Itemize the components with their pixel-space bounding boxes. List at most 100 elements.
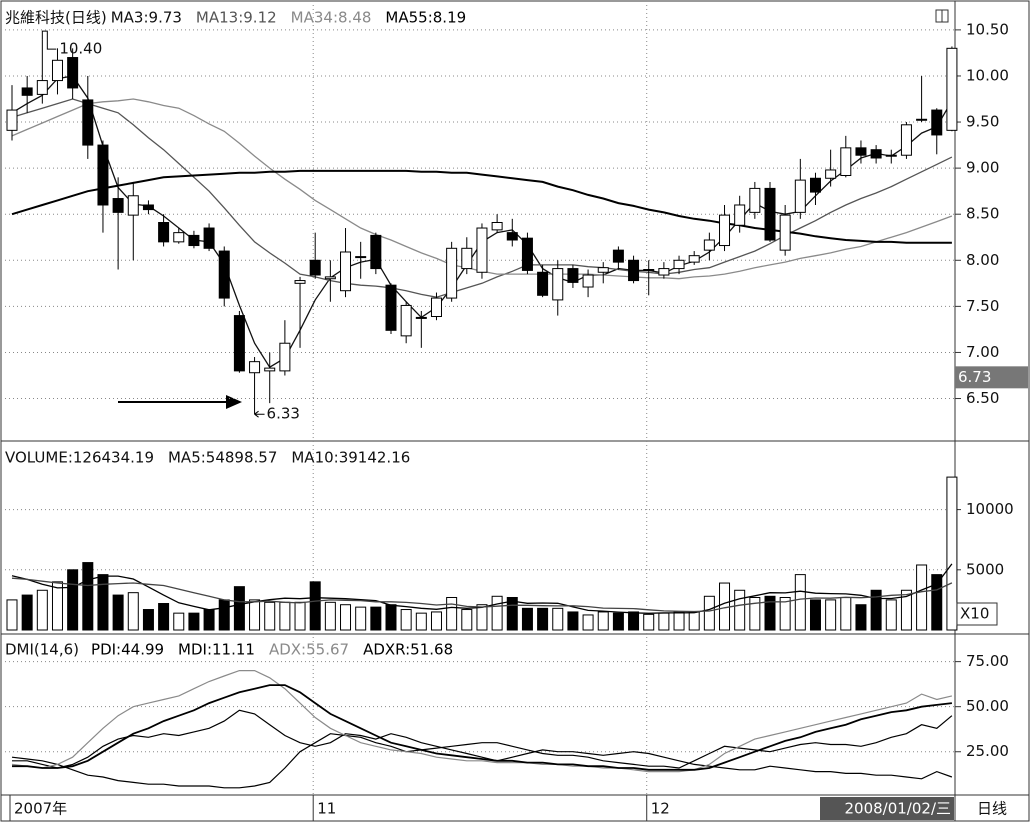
candle-body	[264, 367, 276, 372]
pointer-arrowhead	[226, 395, 242, 409]
volume-bar	[809, 599, 821, 631]
candle-body	[719, 214, 731, 247]
cursor-date-box	[820, 797, 954, 820]
legend-entry: MA55:8.19	[385, 9, 466, 27]
candle-body	[461, 247, 473, 270]
y-tick-label: 8.50	[966, 205, 999, 223]
price-marker-label: 6.73	[958, 368, 991, 386]
volume-bar	[400, 609, 412, 631]
volume-bar	[127, 592, 139, 631]
volume-bar	[264, 601, 276, 631]
y-tick-label: 7.50	[966, 297, 999, 315]
legend-entry: MDI:11.11	[178, 641, 255, 659]
candle-body	[628, 259, 640, 282]
indicator-line	[12, 684, 953, 771]
volume-bar	[870, 589, 882, 631]
volume-bar	[67, 569, 79, 631]
candle-body	[415, 316, 427, 319]
volume-bar	[749, 596, 761, 631]
volume-bar	[340, 604, 352, 631]
candle-body	[446, 247, 458, 299]
price-marker	[955, 366, 1028, 389]
volume-bar	[567, 611, 579, 631]
unit-label: X10	[960, 605, 989, 623]
volume-bar	[491, 595, 503, 631]
candle-body	[294, 280, 306, 284]
volume-bar	[51, 581, 63, 631]
volume-bar	[6, 599, 18, 631]
volume-bar	[370, 606, 382, 631]
volume-bar	[430, 611, 442, 631]
candle-body	[582, 274, 594, 288]
volume-bar	[294, 601, 306, 631]
volume-bar	[779, 596, 791, 631]
candle-body	[309, 259, 321, 276]
candle-body	[946, 47, 958, 131]
candle-body	[385, 284, 397, 331]
candle-body	[809, 177, 821, 193]
candle-body	[900, 124, 912, 156]
volume-bar	[521, 607, 533, 631]
volume-bar	[385, 604, 397, 631]
candle-body	[794, 179, 806, 213]
legend-entry: VOLUME:126434.19	[5, 449, 154, 467]
candle-body	[218, 250, 230, 299]
volume-bar	[203, 609, 215, 631]
candle-body	[188, 234, 200, 247]
candle-body	[400, 304, 412, 337]
candle-body	[749, 187, 761, 213]
volume-bar	[142, 609, 154, 631]
volume-bar	[249, 599, 261, 631]
candle-body	[67, 57, 79, 89]
volume-bar	[173, 612, 185, 631]
volume-bar	[734, 589, 746, 631]
volume-bar	[900, 589, 912, 631]
indicator-line	[11, 670, 953, 773]
ma-line	[11, 169, 952, 244]
candle-body	[36, 80, 48, 95]
candle-body	[249, 361, 261, 374]
candle-body	[142, 204, 154, 211]
candle-body	[21, 87, 33, 96]
volume-bar	[855, 604, 867, 631]
legend-entry: MA34:8.48	[291, 9, 372, 27]
volume-bar	[461, 609, 473, 631]
candle-body	[537, 271, 549, 296]
volume-bar	[916, 564, 928, 631]
legend-entry: MA3:9.73	[111, 9, 182, 27]
candle-body	[916, 118, 928, 121]
y-tick-label: 9.50	[966, 113, 999, 131]
candle-body	[734, 204, 746, 226]
candle-body	[6, 109, 18, 131]
candle-body	[476, 227, 488, 273]
ma-line	[11, 98, 953, 298]
annotation: 10.40	[59, 40, 102, 58]
volume-bar	[794, 574, 806, 631]
volume-bar	[446, 596, 458, 631]
volume-bar	[703, 595, 715, 631]
legend-entry: MA10:39142.16	[291, 449, 410, 467]
volume-bar	[476, 604, 488, 631]
candle-body	[688, 255, 700, 263]
candle-body	[885, 154, 897, 157]
ma-line	[11, 577, 953, 613]
candle-body	[825, 169, 837, 179]
y-tick-label: 10.00	[966, 66, 1009, 84]
volume-bar	[612, 612, 624, 631]
volume-bar	[158, 603, 170, 631]
candle-body	[764, 187, 776, 241]
volume-bar	[825, 599, 837, 631]
period-label: 日线	[977, 800, 1007, 818]
x-tick-label: 11	[317, 800, 336, 818]
y-tick-label: 25.00	[966, 742, 1009, 760]
candle-body	[173, 232, 185, 243]
legend-entry: ADX:55.67	[269, 641, 349, 659]
volume-bar	[840, 596, 852, 631]
volume-bar	[552, 607, 564, 631]
indicator-line	[11, 715, 953, 789]
chart-title: DMI(14,6)	[5, 641, 79, 659]
volume-bar	[355, 606, 367, 631]
y-tick-label: 10000	[966, 500, 1014, 518]
volume-bar	[946, 476, 958, 631]
x-tick-label: 12	[651, 800, 670, 818]
